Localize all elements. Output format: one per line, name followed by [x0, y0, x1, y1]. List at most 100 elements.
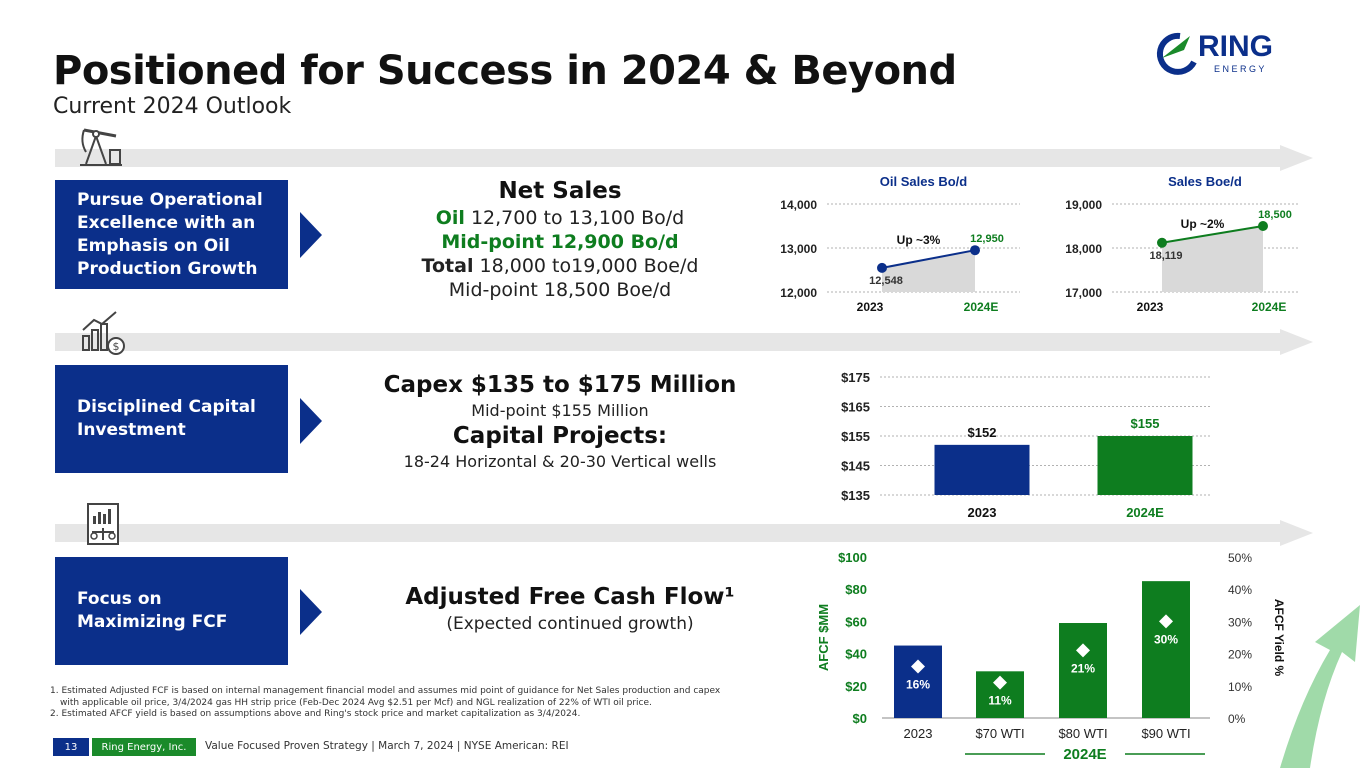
y-tick-label: $60	[845, 614, 867, 629]
y-tick-label: 19,000	[1065, 198, 1102, 212]
yield-marker	[1159, 614, 1173, 629]
net-sales-block: Net Sales Oil 12,700 to 13,100 Bo/d Mid-…	[390, 178, 730, 301]
y-axis-label: AFCF $MM	[816, 604, 831, 671]
growth-annotation: Up ~3%	[897, 233, 941, 247]
capex-block: Capex $135 to $175 Million Mid-point $15…	[380, 372, 740, 471]
y-tick-label: $0	[853, 711, 867, 726]
x-tick-label: 2023	[968, 505, 997, 520]
data-point	[970, 245, 980, 256]
yield-label: 11%	[988, 694, 1012, 708]
oil-pump-icon	[80, 128, 122, 166]
page-subtitle: Current 2024 Outlook	[53, 94, 292, 119]
capital-projects-heading: Capital Projects:	[452, 423, 668, 449]
footer-company: Ring Energy, Inc.	[92, 738, 196, 756]
capex-chart: $135 $145 $155 $165 $175 $152 2023 $155 2024E	[841, 370, 1210, 520]
oil-midpoint: Mid-point 12,900 Bo/d	[441, 231, 679, 253]
y2-tick-label: 40%	[1228, 583, 1252, 597]
yield-marker	[1076, 643, 1090, 658]
pillar-label: Pursue Operational Excellence with an Em…	[77, 189, 263, 279]
footnote-1-cont: with applicable oil price, 3/4/2024 gas …	[60, 697, 652, 708]
pillar-label: Disciplined Capital Investment	[77, 397, 256, 440]
y2-tick-label: 20%	[1228, 648, 1252, 662]
y-tick-label: 14,000	[780, 198, 817, 212]
growth-arrow-icon	[1280, 605, 1360, 768]
x-tick-label: 2024E	[1252, 300, 1287, 314]
y-tick-label: $145	[841, 459, 870, 474]
y-tick-label: $165	[841, 400, 870, 415]
chart-title: Sales Boe/d	[1168, 174, 1242, 189]
data-label: 12,548	[869, 275, 903, 287]
yield-label: 16%	[906, 677, 930, 691]
band-arrow-2	[55, 329, 1313, 355]
band-arrow-1	[55, 145, 1313, 171]
afcf-heading: Adjusted Free Cash Flow¹	[405, 584, 735, 610]
x-tick-label: $90 WTI	[1141, 726, 1190, 741]
series-line	[1161, 225, 1264, 244]
total-midpoint: Mid-point 18,500 Boe/d	[448, 279, 672, 301]
yield-label: 30%	[1154, 632, 1178, 646]
y-tick-label: $20	[845, 679, 867, 694]
chevron-right-icon	[300, 589, 322, 635]
pillar-label: Focus on Maximizing FCF	[77, 589, 228, 632]
x-tick-label: 2024E	[964, 300, 999, 314]
y-tick-label: 17,000	[1065, 286, 1102, 300]
y-tick-label: 12,000	[780, 286, 817, 300]
yield-marker	[911, 659, 925, 674]
capex-heading: Capex $135 to $175 Million	[383, 372, 737, 398]
growth-chart-dollar-icon: $	[82, 311, 125, 355]
group-label: 2024E	[1063, 746, 1106, 763]
y-tick-label: 13,000	[780, 242, 817, 256]
oil-label: Oil	[435, 207, 465, 229]
footnote-2: 2. Estimated AFCF yield is based on assu…	[50, 709, 581, 719]
area-fill	[882, 250, 975, 292]
area-fill	[1162, 226, 1263, 292]
y-tick-label: $155	[841, 429, 870, 444]
logo-sub: E N E R G Y	[1214, 64, 1264, 74]
y-tick-label: $175	[841, 370, 870, 385]
bar	[934, 444, 1030, 495]
x-tick-label: $80 WTI	[1058, 726, 1107, 741]
data-point	[877, 262, 887, 273]
logo-wordmark: RING	[1198, 30, 1273, 63]
svg-text:$: $	[113, 340, 120, 353]
page-title: Positioned for Success in 2024 & Beyond	[53, 48, 957, 94]
footnote-1: 1. Estimated Adjusted FCF is based on in…	[50, 686, 721, 696]
series-line	[881, 249, 976, 269]
y2-tick-label: 30%	[1228, 615, 1252, 629]
chevron-right-icon	[300, 212, 322, 258]
financial-report-icon	[87, 503, 119, 545]
yield-marker	[993, 675, 1007, 690]
growth-annotation: Up ~2%	[1181, 217, 1225, 231]
y2-tick-label: 0%	[1228, 712, 1246, 726]
data-point	[1258, 221, 1268, 231]
data-point	[1157, 237, 1167, 248]
capital-projects-detail: 18-24 Horizontal & 20-30 Vertical wells	[403, 452, 717, 471]
data-label: $155	[1131, 416, 1160, 431]
pillar-maximizing-fcf: Focus on Maximizing FCF	[55, 557, 288, 665]
footer-text: Value Focused Proven Strategy | March 7,…	[205, 740, 569, 752]
chart-title: Oil Sales Bo/d	[880, 174, 967, 189]
x-tick-label: 2024E	[1126, 505, 1164, 520]
bar	[1097, 436, 1193, 495]
oil-sales-chart: Oil Sales Bo/d 12,000 13,000 14,000 12,548 12…	[780, 174, 1020, 314]
afcf-block: Adjusted Free Cash Flow¹ (Expected conti…	[390, 584, 750, 634]
y-tick-label: 18,000	[1065, 242, 1102, 256]
yield-label: 21%	[1071, 661, 1095, 675]
net-sales-heading: Net Sales	[498, 178, 622, 204]
x-tick-label: 2023	[904, 726, 933, 741]
sales-boe-chart: Sales Boe/d 17,000 18,000 19,000 18,119 18,50…	[1065, 174, 1298, 314]
y2-tick-label: 50%	[1228, 551, 1252, 565]
data-label: 18,119	[1149, 250, 1182, 262]
y-tick-label: $80	[845, 582, 867, 597]
x-tick-label: 2023	[857, 300, 884, 314]
bar	[1059, 623, 1107, 718]
y2-axis-label: AFCF Yield %	[1272, 599, 1286, 677]
y-tick-label: $100	[838, 550, 867, 565]
page-number: 13	[53, 738, 89, 756]
afcf-subheading: (Expected continued growth)	[446, 614, 694, 634]
pillar-operational-excellence: Pursue Operational Excellence with an Em…	[55, 180, 288, 289]
total-range: 18,000 to19,000 Boe/d	[479, 255, 699, 277]
ring-energy-logo: RING E N E R G Y	[1156, 30, 1273, 75]
data-label: 12,950	[970, 233, 1004, 245]
oil-range: 12,700 to 13,100 Bo/d	[470, 207, 685, 229]
